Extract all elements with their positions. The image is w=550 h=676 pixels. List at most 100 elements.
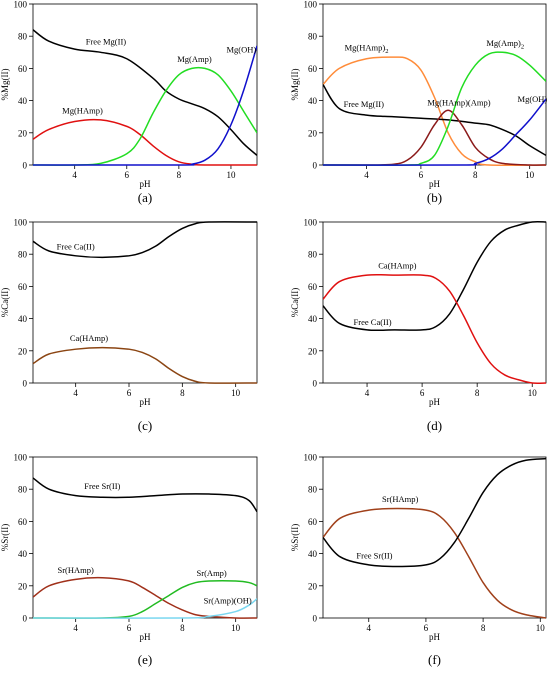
y-tick-label: 60 [308, 282, 318, 292]
x-tick-label: 6 [127, 623, 132, 633]
y-tick-label: 0 [313, 161, 318, 171]
series-label-mg-hamp-amp: Mg(HAmp)(Amp) [427, 97, 490, 107]
series-free-sr-ii-line [323, 457, 546, 568]
y-tick-label: 100 [304, 218, 318, 228]
y-tick-label: 40 [18, 96, 28, 106]
y-tick-label: 0 [313, 379, 318, 389]
series-label-sr-amp: Sr(Amp) [197, 568, 227, 578]
y-axis-label: %Ca(II) [0, 288, 10, 317]
y-tick-label: 80 [18, 32, 28, 42]
y-axis-label: %Sr(II) [290, 524, 300, 552]
x-tick-label: 6 [424, 623, 429, 633]
y-tick-label: 20 [18, 581, 28, 591]
panel-d: 0 20 40 60 80 100 4 6 8 10 pH %Ca(II) Ca(HAmp) Free C… [290, 218, 547, 433]
y-tick-label: 20 [308, 128, 318, 138]
y-axis-label: %Mg(II) [0, 69, 10, 101]
x-tick-label: 10 [231, 388, 241, 398]
x-tick-label: 8 [180, 388, 185, 398]
x-tick-label: 4 [366, 623, 371, 633]
series-mg-amp-line [33, 66, 257, 166]
series-label-mg-amp: Mg(Amp) [177, 54, 212, 64]
y-tick-label: 80 [18, 250, 28, 260]
y-axis-label: %Sr(II) [0, 524, 10, 552]
y-tick-label: 100 [304, 0, 318, 10]
x-tick-label: 10 [525, 170, 535, 180]
series-label-subscript: 2 [385, 48, 388, 55]
x-tick-label: 6 [125, 170, 130, 180]
y-tick-label: 60 [18, 64, 28, 74]
series-sr-amp-oh-line [33, 598, 257, 619]
x-tick-label: 4 [72, 170, 77, 180]
series-mg-hamp-2-line [323, 56, 546, 166]
series-label-sr-hamp: Sr(HAmp) [382, 494, 419, 504]
x-tick-label: 10 [528, 388, 538, 398]
x-axis-label: pH [429, 179, 441, 189]
series-sr-amp-line [33, 580, 257, 619]
panel-caption: (e) [138, 652, 152, 667]
x-tick-label: 8 [481, 623, 486, 633]
series-label-free-sr-ii: Free Sr(II) [84, 481, 120, 491]
x-tick-label: 6 [420, 388, 425, 398]
series-label-mg-amp: Mg(Amp)2 [486, 38, 524, 51]
series-label-mg-oh: Mg(OH) [226, 44, 256, 54]
series-free-mg-ii-line [323, 84, 546, 156]
y-tick-label: 80 [308, 250, 318, 260]
series-label-mg-hamp: Mg(HAmp)2 [345, 43, 389, 56]
panel-c: 0 20 40 60 80 100 4 6 8 10 pH %Ca(II) Free Ca(II) Ca(… [0, 218, 258, 433]
series-sr-hamp-line [323, 507, 546, 619]
y-tick-label: 60 [18, 282, 28, 292]
y-tick-label: 40 [18, 314, 28, 324]
series-label-free-ca-ii: Free Ca(II) [354, 317, 392, 327]
series-ca-hamp-line [323, 273, 546, 384]
x-tick-label: 10 [536, 623, 546, 633]
x-tick-label: 4 [73, 623, 78, 633]
plot-frame [322, 3, 547, 166]
series-label-free-mg-ii: Free Mg(II) [86, 36, 127, 46]
y-tick-label: 20 [308, 581, 318, 591]
x-tick-label: 6 [419, 170, 424, 180]
panel-b: 0 20 40 60 80 100 4 6 8 10 pH %Mg(II) Mg(HAmp)2 Mg(Am… [290, 0, 547, 205]
x-tick-label: 6 [127, 388, 132, 398]
series-mg-hamp-amp-line [323, 109, 546, 166]
panel-a: 0 20 40 60 80 100 4 6 8 10 pH %Mg(II) Free Mg(II) Mg(… [0, 0, 258, 205]
x-axis-label: pH [140, 397, 152, 407]
y-axis-label: %Mg(II) [290, 69, 300, 101]
y-tick-label: 100 [14, 453, 28, 463]
panel-e: 0 20 40 60 80 100 4 6 8 10 pH %Sr(II) Free Sr(II) Sr(… [0, 453, 258, 667]
series-label-sr-amp-oh: Sr(Amp)(OH) [204, 596, 252, 606]
plot-frame [32, 221, 258, 384]
y-tick-label: 20 [18, 346, 28, 356]
y-tick-label: 40 [308, 549, 318, 559]
plot-frame [322, 221, 547, 384]
x-tick-label: 8 [177, 170, 182, 180]
y-tick-label: 80 [308, 32, 318, 42]
y-tick-label: 0 [23, 614, 28, 624]
series-label-free-sr-ii: Free Sr(II) [356, 550, 392, 560]
series-label-ca-hamp: Ca(HAmp) [70, 333, 108, 343]
y-tick-label: 80 [308, 485, 318, 495]
series-free-ca-ii-line [33, 221, 257, 259]
panel-caption: (c) [138, 418, 152, 433]
panel-caption: (f) [428, 652, 441, 667]
y-tick-label: 40 [18, 549, 28, 559]
series-mg-oh-line [33, 45, 257, 166]
y-tick-label: 100 [304, 453, 318, 463]
y-tick-label: 60 [308, 517, 318, 527]
series-free-sr-ii-line [33, 477, 257, 513]
series-mg-oh-line [323, 98, 546, 166]
series-label-mg-hamp: Mg(HAmp) [62, 105, 103, 115]
series-label-ca-hamp: Ca(HAmp) [378, 261, 416, 271]
x-axis-label: pH [429, 632, 441, 642]
y-tick-label: 40 [308, 314, 318, 324]
panel-f: 0 20 40 60 80 100 4 6 8 10 pH %Sr(II) Sr(HAmp) Free S… [290, 453, 547, 667]
series-label-sr-hamp: Sr(HAmp) [57, 565, 94, 575]
y-tick-label: 100 [14, 218, 28, 228]
x-tick-label: 10 [226, 170, 236, 180]
x-tick-label: 8 [180, 623, 185, 633]
x-tick-label: 8 [473, 170, 478, 180]
y-tick-label: 80 [18, 485, 28, 495]
y-tick-label: 60 [308, 64, 318, 74]
series-label-free-mg-ii: Free Mg(II) [344, 99, 385, 109]
x-axis-label: pH [140, 632, 152, 642]
